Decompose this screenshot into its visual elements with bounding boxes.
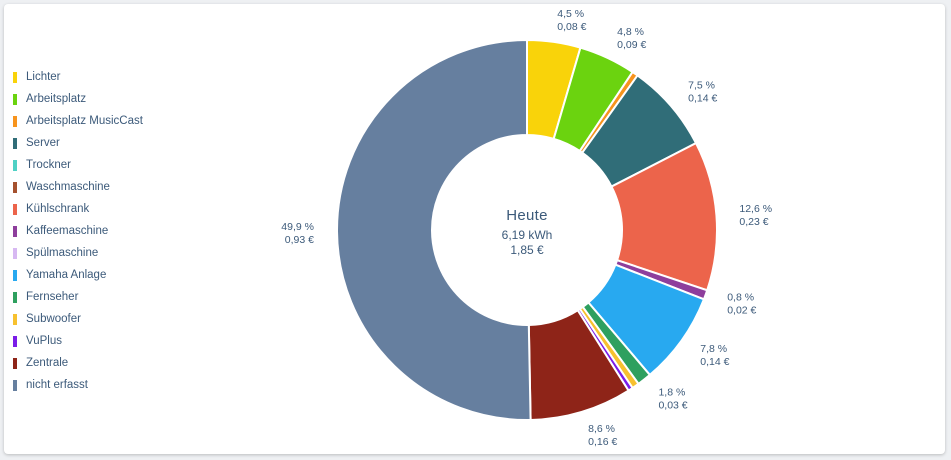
legend-swatch [13, 313, 17, 325]
legend-label: Arbeitsplatz MusicCast [26, 115, 143, 127]
legend-item-waschmaschine[interactable]: Waschmaschine [13, 176, 143, 198]
legend-item-arbeitsplatz-musiccast[interactable]: Arbeitsplatz MusicCast [13, 110, 143, 132]
legend-item-yamaha-anlage[interactable]: Yamaha Anlage [13, 264, 143, 286]
data-label-percent: 7,5 % [688, 80, 715, 92]
legend-item-vuplus[interactable]: VuPlus [13, 330, 143, 352]
legend-label: Trockner [26, 159, 71, 171]
data-label-server: 7,5 %0,14 € [688, 80, 717, 105]
legend-swatch [13, 203, 17, 215]
legend-swatch [13, 93, 17, 105]
legend-item-zentrale[interactable]: Zentrale [13, 352, 143, 374]
data-label-percent: 8,6 % [588, 423, 615, 435]
legend-swatch [13, 159, 17, 171]
data-label-percent: 49,9 % [281, 221, 314, 233]
legend-label: Lichter [26, 71, 61, 83]
legend-item-spuelmaschine[interactable]: Spülmaschine [13, 242, 143, 264]
data-label-cost: 0,14 € [688, 93, 717, 105]
legend-item-arbeitsplatz[interactable]: Arbeitsplatz [13, 88, 143, 110]
center-cost: 1,85 € [510, 243, 544, 257]
legend-label: Spülmaschine [26, 247, 99, 259]
data-label-percent: 4,5 % [557, 8, 584, 20]
legend-label: VuPlus [26, 335, 63, 347]
legend-label: Kühlschrank [26, 203, 90, 215]
legend-label: Server [26, 137, 60, 149]
donut-chart: 4,5 %0,08 €4,8 %0,09 €7,5 %0,14 €12,6 %0… [281, 8, 772, 448]
legend-swatch [13, 379, 17, 391]
legend-label: Waschmaschine [26, 181, 110, 193]
legend-label: Arbeitsplatz [26, 93, 87, 105]
legend-swatch [13, 137, 17, 149]
data-label-cost: 0,03 € [658, 400, 687, 412]
legend-label: Subwoofer [26, 313, 81, 325]
data-label-cost: 0,02 € [727, 305, 756, 317]
data-label-zentrale: 8,6 %0,16 € [588, 423, 617, 448]
legend-item-lichter[interactable]: Lichter [13, 66, 143, 88]
data-label-cost: 0,23 € [739, 216, 768, 228]
legend-item-trockner[interactable]: Trockner [13, 154, 143, 176]
legend-swatch [13, 71, 17, 83]
center-title: Heute [506, 207, 548, 224]
legend-swatch [13, 247, 17, 259]
legend-item-fernseher[interactable]: Fernseher [13, 286, 143, 308]
legend-item-nicht-erfasst[interactable]: nicht erfasst [13, 374, 143, 396]
legend-label: Fernseher [26, 291, 79, 303]
chart-legend: Lichter Arbeitsplatz Arbeitsplatz MusicCas… [13, 66, 143, 396]
legend-label: Yamaha Anlage [26, 269, 107, 281]
legend-swatch [13, 335, 17, 347]
data-label-nicht-erfasst: 49,9 %0,93 € [281, 221, 314, 246]
data-label-percent: 4,8 % [617, 26, 644, 38]
data-label-cost: 0,08 € [557, 21, 586, 33]
energy-card: Lichter Arbeitsplatz Arbeitsplatz MusicCas… [4, 4, 945, 454]
slice-nicht-erfasst[interactable] [336, 38, 532, 421]
legend-label: Zentrale [26, 357, 69, 369]
data-label-arbeitsplatz: 4,8 %0,09 € [617, 26, 646, 51]
data-label-fernseher: 1,8 %0,03 € [658, 387, 687, 412]
data-label-cost: 0,93 € [285, 234, 314, 246]
legend-label: nicht erfasst [26, 379, 88, 391]
data-label-cost: 0,16 € [588, 436, 617, 448]
data-label-percent: 1,8 % [658, 387, 685, 399]
data-label-lichter: 4,5 %0,08 € [557, 8, 586, 33]
legend-swatch [13, 181, 17, 193]
legend-swatch [13, 357, 17, 369]
data-label-percent: 7,8 % [700, 343, 727, 355]
data-label-cost: 0,14 € [700, 356, 729, 368]
center-kwh: 6,19 kWh [502, 228, 553, 242]
data-label-kaffeemaschine: 0,8 %0,02 € [727, 292, 756, 317]
legend-item-server[interactable]: Server [13, 132, 143, 154]
legend-label: Kaffeemaschine [26, 225, 109, 237]
data-label-cost: 0,09 € [617, 39, 646, 51]
data-label-percent: 12,6 % [739, 203, 772, 215]
legend-swatch [13, 269, 17, 281]
legend-swatch [13, 115, 17, 127]
data-label-kuehlschrank: 12,6 %0,23 € [739, 203, 772, 228]
legend-item-kaffeemaschine[interactable]: Kaffeemaschine [13, 220, 143, 242]
data-label-percent: 0,8 % [727, 292, 754, 304]
legend-swatch [13, 225, 17, 237]
data-label-yamaha-anlage: 7,8 %0,14 € [700, 343, 729, 368]
legend-item-kuehlschrank[interactable]: Kühlschrank [13, 198, 143, 220]
legend-swatch [13, 291, 17, 303]
legend-item-subwoofer[interactable]: Subwoofer [13, 308, 143, 330]
